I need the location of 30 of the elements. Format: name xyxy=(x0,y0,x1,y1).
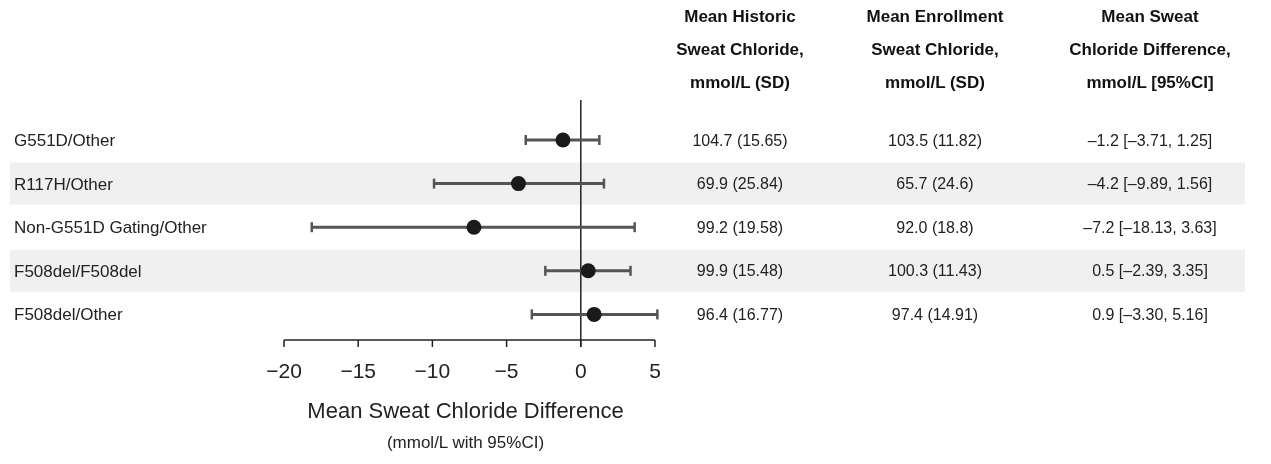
data-label: 0.5 [–2.39, 3.35] xyxy=(1092,262,1208,280)
data-label: 0.9 [–3.30, 5.16] xyxy=(1092,306,1208,323)
y-tick-label: Non-G551D Gating/Other xyxy=(14,218,208,238)
x-tick-label: 5 xyxy=(649,359,661,382)
x-axis-title: Mean Sweat Chloride Difference (mmol/L with 95%CI) xyxy=(307,398,624,452)
text: 92.0 (18.8) xyxy=(896,218,974,236)
data-label: –4.2 [–9.89, 1.56] xyxy=(1087,175,1213,193)
y-tick-label: G551D/Other xyxy=(14,130,116,150)
data-label: –1.2 [–3.71, 1.25] xyxy=(1087,131,1213,149)
text: 96.4 (16.77) xyxy=(696,306,784,323)
text: 69.9 (25.84) xyxy=(696,175,784,193)
text: 103.5 (11.82) xyxy=(888,131,982,149)
text: Mean Enrollment Sweat Chloride, mmol/L (SD) xyxy=(866,7,1004,92)
x-tick-label: −15 xyxy=(340,359,377,382)
text: Mean Sweat Chloride Difference, mmol/L [95%CI] xyxy=(1069,7,1231,92)
x-tick-label: −20 xyxy=(266,359,302,382)
data-label: –7.2 [–18.13, 3.63] xyxy=(1083,218,1217,236)
x-tick-label: 0 xyxy=(574,359,587,382)
text: 100.3 (11.43) xyxy=(888,262,982,280)
text: 104.7 (15.65) xyxy=(692,131,788,149)
text: 99.2 (19.58) xyxy=(696,218,784,236)
text: Mean Historic Sweat Chloride, mmol/L (SD) xyxy=(676,7,804,92)
y-tick-label: R117H/Other xyxy=(14,174,114,194)
x-tick-label: −5 xyxy=(494,359,519,382)
y-tick-label: F508del/Other xyxy=(14,305,124,325)
text: 65.7 (24.6) xyxy=(896,175,974,193)
text: 97.4 (14.91) xyxy=(891,306,979,323)
text: 99.9 (15.48) xyxy=(696,262,784,280)
x-tick-label: −10 xyxy=(414,359,451,382)
y-tick-label: F508del/F508del xyxy=(14,261,142,281)
